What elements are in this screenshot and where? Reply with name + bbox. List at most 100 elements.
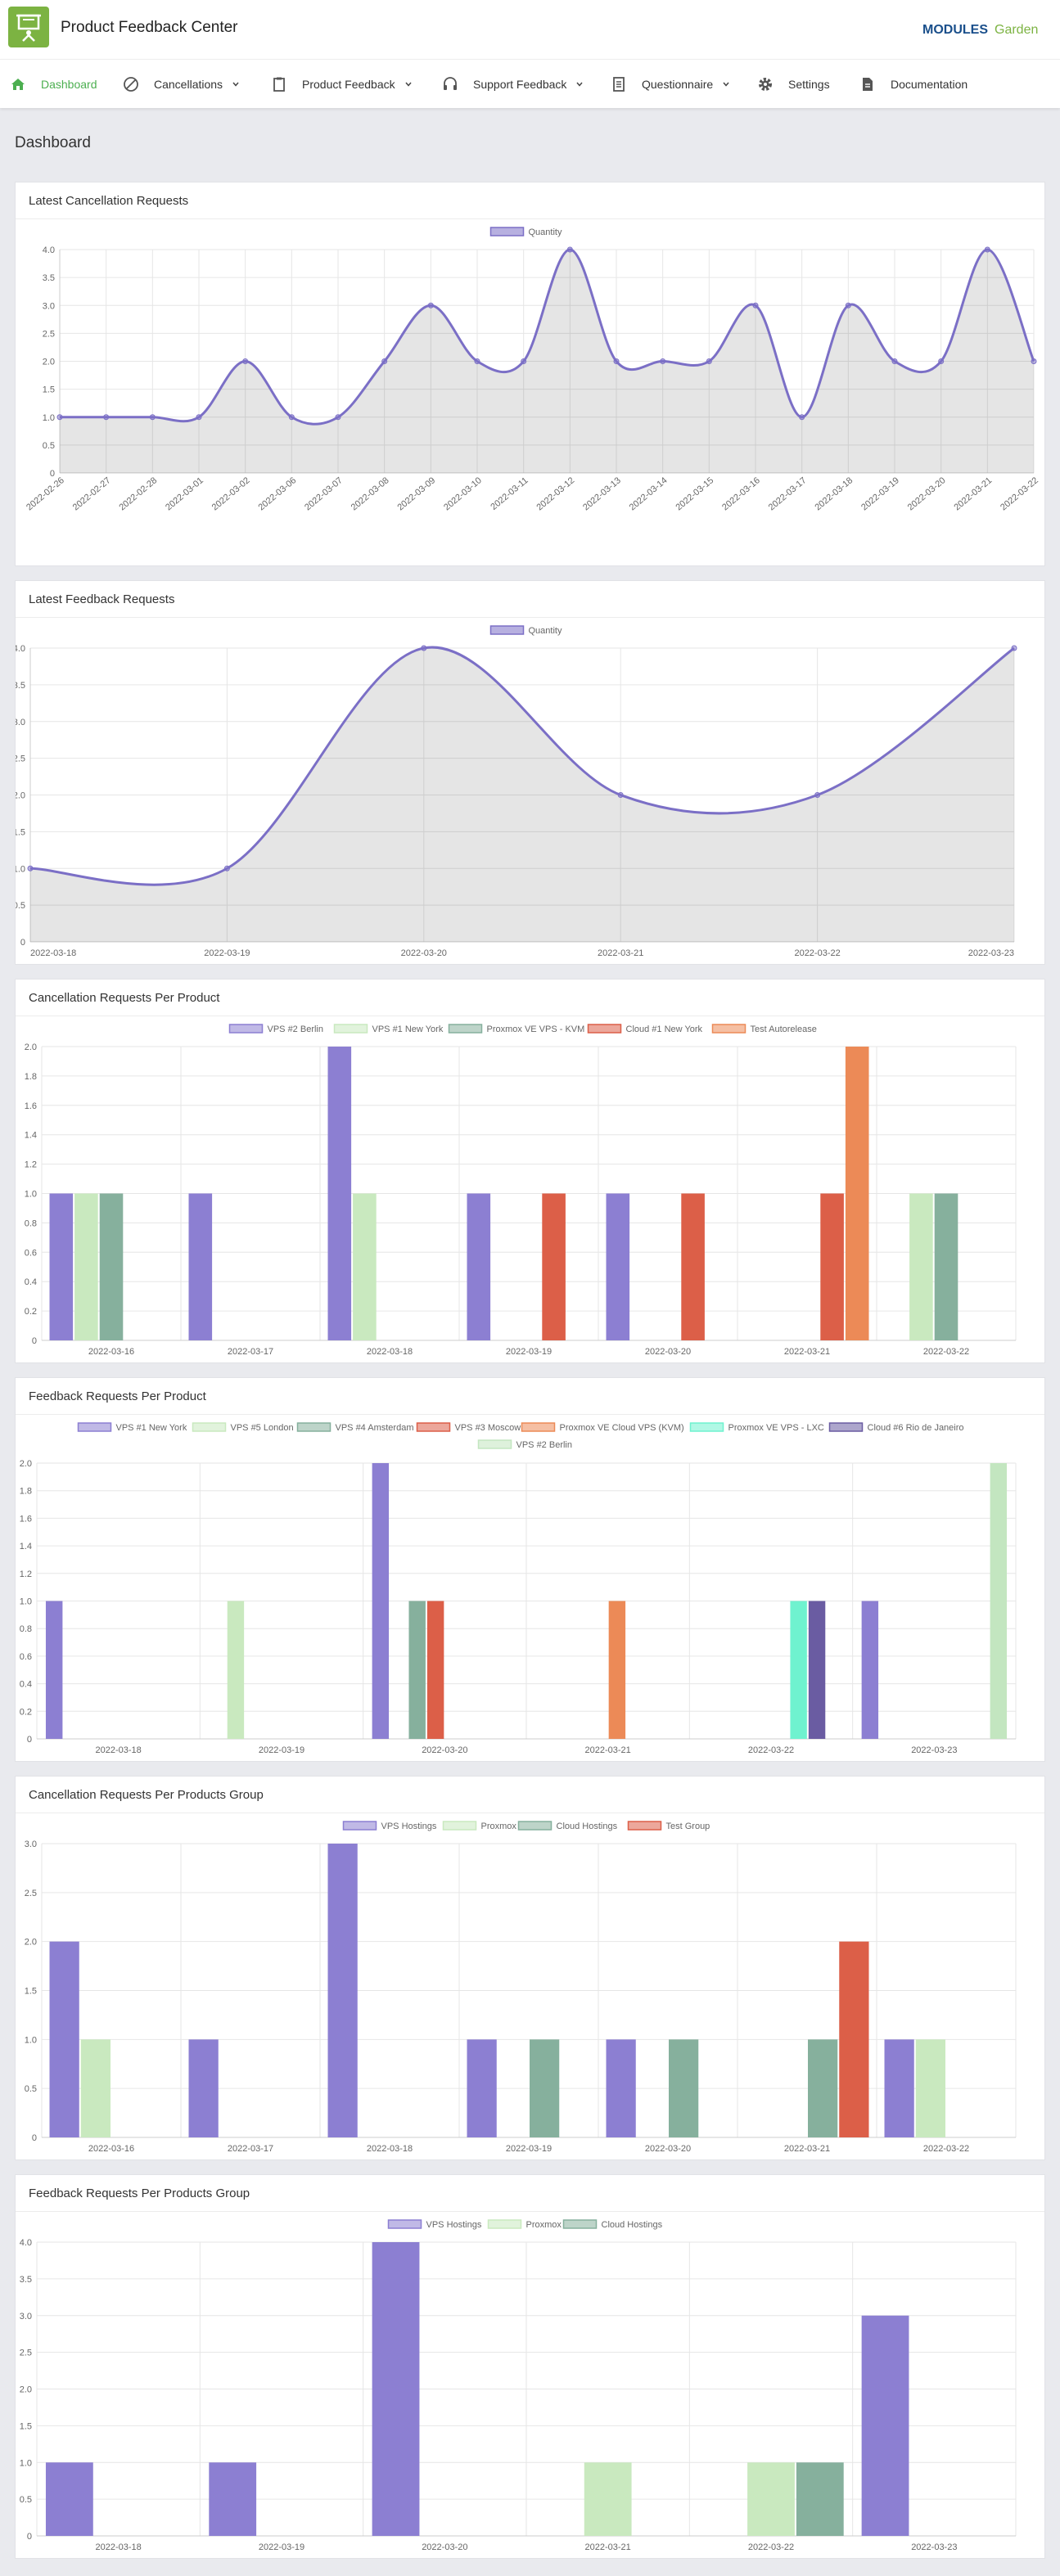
- x-tick-label: 2022-03-14: [628, 475, 670, 512]
- legend-label: Proxmox VE Cloud VPS (KVM): [560, 1423, 684, 1433]
- nav-questionnaire[interactable]: Questionnaire: [611, 60, 729, 109]
- home-icon: [11, 79, 25, 90]
- data-point: [566, 246, 573, 253]
- x-tick-label: 2022-03-23: [968, 948, 1014, 958]
- x-tick-label: 2022-03-17: [228, 2144, 273, 2154]
- x-tick-label: 2022-03-18: [96, 2542, 142, 2552]
- legend-label: VPS Hostings: [381, 1822, 437, 1831]
- legend-label: VPS #1 New York: [116, 1423, 187, 1433]
- y-tick-label: 0.2: [25, 1307, 37, 1317]
- legend-swatch: [477, 1439, 512, 1449]
- legend-label: Proxmox VE VPS - KVM: [487, 1025, 585, 1034]
- x-tick-label: 2022-03-18: [30, 948, 76, 958]
- y-tick-label: 0.5: [25, 2084, 37, 2094]
- y-tick-label: 3.5: [43, 273, 55, 283]
- bar: [372, 1463, 390, 1739]
- y-tick-label: 2.0: [20, 2385, 32, 2395]
- legend-swatch: [228, 1024, 264, 1034]
- legend-label: Proxmox: [481, 1822, 517, 1831]
- legend-swatch: [387, 2219, 422, 2229]
- y-tick-label: 1.0: [20, 2458, 32, 2468]
- nav-dashboard[interactable]: Dashboard: [10, 60, 97, 109]
- y-tick-label: 1.0: [43, 413, 55, 423]
- data-point: [617, 792, 624, 798]
- x-tick-label: 2022-03-20: [401, 948, 447, 958]
- bar: [915, 2039, 945, 2137]
- brand-logo[interactable]: MODULES Garden: [922, 16, 1053, 41]
- chevron-down-icon: [723, 82, 729, 87]
- x-tick-label: 2022-03-18: [367, 1347, 413, 1357]
- y-tick-label: 0: [50, 469, 55, 479]
- bar: [327, 1844, 358, 2137]
- x-tick-label: 2022-03-12: [535, 475, 576, 512]
- nav-product-feedback[interactable]: Product Feedback: [271, 60, 412, 109]
- legend-label: Quantity: [529, 227, 562, 237]
- legend-label: Test Group: [666, 1822, 710, 1831]
- y-tick-label: 1.0: [25, 1190, 37, 1200]
- headset-icon: [444, 77, 457, 90]
- x-tick-label: 2022-03-08: [350, 475, 391, 512]
- page-title: Dashboard: [15, 134, 91, 151]
- y-tick-label: 0: [32, 1336, 37, 1346]
- nav-settings[interactable]: Settings: [757, 60, 830, 109]
- bar-chart: 0 0.5 1.0 1.5 2.0 2.5 3.0 3.5 4.0 2022-03-18 2022-…: [20, 2219, 1017, 2552]
- bar: [74, 1193, 98, 1340]
- bar: [467, 2039, 497, 2137]
- data-point: [242, 358, 249, 364]
- x-tick-label: 2022-03-19: [259, 1745, 304, 1755]
- x-tick-label: 2022-03-07: [303, 475, 345, 512]
- x-tick-label: 2022-03-20: [645, 2144, 691, 2154]
- data-point: [814, 792, 821, 798]
- bar: [426, 1601, 444, 1739]
- x-tick-label: 2022-03-21: [784, 2144, 830, 2154]
- card-title: Feedback Requests Per Products Group: [29, 2186, 250, 2200]
- y-tick-label: 1.6: [20, 1514, 32, 1524]
- legend-label: Quantity: [529, 626, 562, 636]
- line-chart: 0 0.5 1.0 1.5 2.0 2.5 3.0 3.5 4.0 2022-03-18 2022-…: [16, 625, 1017, 958]
- chart-card-feedback-per-product: Feedback Requests Per Product 0 0.2 0.4 0.6…: [15, 1377, 1045, 1762]
- nav-cancellations[interactable]: Cancellations: [123, 60, 239, 109]
- legend-swatch: [333, 1024, 368, 1034]
- series-area: [30, 647, 1014, 942]
- x-tick-label: 2022-03-16: [88, 2144, 134, 2154]
- data-point: [752, 302, 759, 308]
- x-tick-label: 2022-03-22: [923, 1347, 969, 1357]
- legend-swatch: [627, 1821, 662, 1831]
- app-logo[interactable]: [8, 7, 49, 47]
- y-tick-label: 1.2: [25, 1160, 37, 1170]
- x-tick-label: 2022-03-16: [88, 1347, 134, 1357]
- y-tick-label: 2.5: [16, 754, 25, 764]
- legend-swatch: [448, 1024, 483, 1034]
- legend-swatch: [828, 1422, 864, 1432]
- y-tick-label: 0.6: [20, 1652, 32, 1662]
- legend-swatch: [487, 2219, 522, 2229]
- data-point: [1031, 358, 1037, 364]
- x-tick-label: 2022-03-06: [256, 475, 298, 512]
- nav-support-feedback[interactable]: Support Feedback: [442, 60, 583, 109]
- data-point: [613, 358, 620, 364]
- clipboard-icon: [273, 77, 285, 92]
- x-tick-label: 2022-03-19: [506, 2144, 552, 2154]
- y-tick-label: 4.0: [20, 2238, 32, 2248]
- x-tick-label: 2022-03-18: [96, 1745, 142, 1755]
- nav-label: Product Feedback: [302, 78, 395, 91]
- legend-label: VPS Hostings: [426, 2220, 482, 2230]
- nav-documentation[interactable]: Documentation: [859, 60, 968, 109]
- data-point: [288, 414, 295, 421]
- bar: [681, 1193, 705, 1340]
- bar: [49, 1941, 79, 2137]
- bar: [808, 2039, 838, 2137]
- x-tick-label: 2022-03-13: [581, 475, 623, 512]
- nav-label: Cancellations: [154, 78, 223, 91]
- data-point: [427, 302, 434, 308]
- data-point: [474, 358, 480, 364]
- bar: [606, 2039, 636, 2137]
- data-point: [381, 358, 388, 364]
- bar: [542, 1193, 566, 1340]
- x-tick-label: 2022-03-21: [585, 2542, 631, 2552]
- y-tick-label: 0: [27, 2532, 32, 2542]
- bar: [209, 2462, 257, 2536]
- x-tick-label: 2022-03-16: [720, 475, 762, 512]
- document-icon: [863, 78, 873, 91]
